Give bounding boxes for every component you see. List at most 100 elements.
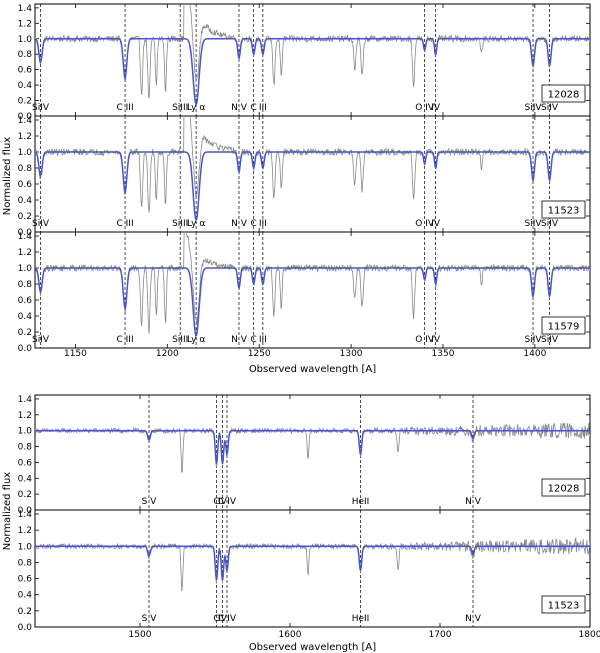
x-tick-label: 1700 [429,630,452,640]
panel-frame [34,3,591,117]
observed-spectrum [35,4,590,99]
panel-id-frame [541,595,586,614]
line-label: Ly α [187,103,205,113]
line-label: SiIII [172,219,188,229]
y-tick-label: 0.2 [18,328,32,338]
line-label: N V [231,103,248,113]
spectrum-panel-11579: 0.0 0.2 0.4 0.6 0.8 1.0 1.2 1.4 SiIV C III SiIIILy… [18,231,591,354]
y-tick-label: 0.0 [18,112,33,122]
x-tick-label: 1200 [156,349,179,359]
x-tick-label: 1400 [523,349,546,359]
panel-frame [34,509,591,628]
panel-id-label: 11523 [548,206,580,217]
panel-frame [34,394,591,511]
line-label: C [213,614,219,624]
x-tick-label: 1250 [248,349,271,359]
x-axis-label: Observed wavelength [A] [249,364,376,375]
line-label: IV [218,614,228,624]
line-label: C [251,335,257,345]
line-label: SiIV [32,103,50,113]
panel-id-box: 11523 [541,595,586,614]
line-label: SiIV [525,219,543,229]
y-tick-label: 0.4 [18,81,33,91]
spectrum-panel-12028: 0.0 0.2 0.4 0.6 0.8 1.0 1.2 1.4 SiIV C III SiIIILy… [18,3,591,122]
panel-id-label: 11579 [548,322,580,333]
line-label: S V [142,614,158,624]
y-tick-label: 1.4 [18,510,33,520]
line-label: SiIV [541,103,559,113]
line-label: C [251,219,257,229]
observed-spectrum [35,536,590,592]
y-tick-label: 0.8 [18,50,33,60]
spectrum-panel-11523: 0.0 0.2 0.4 0.6 0.8 1.0 1.2 1.4 SiIV C III SiIIILy… [18,115,591,238]
y-tick-label: 0.2 [18,607,32,617]
line-label: SiIV [525,103,543,113]
panel-id-frame [541,478,586,497]
line-label: III [259,219,267,229]
y-tick-label: 0.2 [18,490,32,500]
line-label: C IV [218,614,237,624]
panel-frame [34,115,591,233]
y-tick-label: 1.0 [18,148,33,158]
line-label: C [251,103,257,113]
x-tick-label: 1500 [129,630,152,640]
y-tick-label: 1.0 [18,542,33,552]
line-label: O IV [415,103,435,113]
y-tick-label: 0.2 [18,212,32,222]
y-tick-label: 0.8 [18,280,33,290]
line-label: SiIV [32,219,50,229]
y-tick-label: 0.0 [18,344,33,354]
line-label: O IV [415,335,435,345]
y-tick-label: 0.4 [18,474,33,484]
y-tick-label: 1.4 [18,116,33,126]
y-tick-label: 0.6 [18,296,33,306]
y-tick-label: 0.8 [18,443,33,453]
line-label: C IV [218,497,237,507]
y-axis-label: Normalized flux [2,472,13,551]
model-spectrum [35,267,590,338]
y-tick-label: 0.6 [18,575,33,585]
model-spectrum [35,429,590,465]
line-label: O IV [415,219,435,229]
line-label: Ly α [187,335,205,345]
y-tick-label: 0.0 [18,228,33,238]
y-tick-label: 0.4 [18,196,33,206]
panel-id-label: 11523 [548,601,580,612]
line-label: S V [142,497,158,507]
y-tick-label: 1.0 [18,35,33,45]
panel-id-box: 12028 [541,84,586,103]
line-label: HeII [352,497,370,507]
panel-id-label: 12028 [548,90,580,101]
y-tick-label: 1.4 [18,232,33,242]
y-tick-label: 0.6 [18,458,33,468]
y-tick-label: 1.4 [18,4,33,14]
y-tick-label: 1.2 [18,19,32,29]
line-label: IV [431,103,441,113]
panel-id-frame [541,200,586,219]
y-tick-label: 1.2 [18,526,32,536]
y-tick-label: 0.8 [18,558,33,568]
model-spectrum [35,38,590,106]
y-tick-label: 1.0 [18,264,33,274]
line-label: SiIV [541,335,559,345]
line-label: N V [231,219,248,229]
observed-spectrum [35,232,590,334]
line-label: SiIV [525,335,543,345]
y-tick-label: 0.4 [18,591,33,601]
x-tick-label: 1350 [432,349,455,359]
y-tick-label: 0.6 [18,180,33,190]
line-label: N V [465,497,482,507]
x-tick-label: 1150 [64,349,87,359]
panel-id-label: 12028 [548,484,580,495]
panel-frame [34,231,591,349]
line-label: C III [116,103,133,113]
x-tick-label: 1600 [279,630,302,640]
y-tick-label: 1.4 [18,395,33,405]
line-label: IV [431,219,441,229]
line-label: Ly α [187,219,205,229]
model-spectrum [35,545,590,581]
model-spectrum [35,151,590,222]
